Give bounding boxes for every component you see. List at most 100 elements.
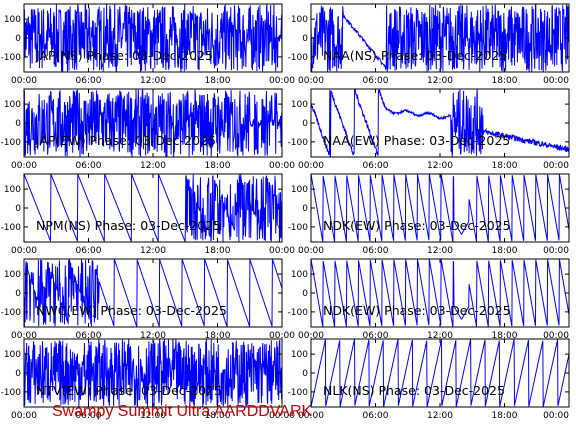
x-tick-label: 00:00 [298,331,324,341]
x-tick-label: 00:00 [543,161,569,171]
y-tick-label: 0 [15,204,21,214]
y-tick-label: -100 [1,138,22,148]
panel-title: NWC(EW) Phase: 03-Dec-2025 [36,303,227,318]
x-tick-label: 00:00 [269,411,295,421]
panel-title: JAP(EW) Phase: 03-Dec-2025 [35,133,216,148]
panel-title: NAA(EW) Phase: 03-Dec-2025 [323,133,510,148]
x-tick-label: 00:00 [543,246,569,256]
phase-panel: 100 0 -100 00:00 06:00 12:00 18:00 00:00 JAP(NS)… [1,3,295,86]
x-tick-label: 18:00 [205,331,231,341]
y-tick-label: -100 [288,138,309,148]
x-tick-label: 06:00 [363,161,389,171]
phase-panel: 100 0 -100 00:00 06:00 12:00 18:00 00:00 NLK(NS)… [288,338,570,421]
y-tick-label: -100 [288,223,309,233]
x-tick-label: 00:00 [11,76,37,86]
x-tick-label: 00:00 [298,161,324,171]
y-tick-label: 0 [15,34,21,44]
x-tick-label: 18:00 [205,161,231,171]
y-tick-label: 0 [302,204,308,214]
x-tick-label: 12:00 [140,246,166,256]
panel-title: NDK(EW) Phase: 03-Dec-2025 [323,218,511,233]
y-tick-label: -100 [1,53,22,63]
y-tick-label: -100 [288,53,309,63]
phase-series-line [311,174,569,242]
x-tick-label: 00:00 [269,246,295,256]
x-tick-label: 00:00 [269,76,295,86]
x-tick-label: 06:00 [76,76,102,86]
y-tick-label: 100 [291,15,308,25]
phase-panel: 100 0 -100 00:00 06:00 12:00 18:00 00:00 JAP(EW)… [1,88,295,171]
panel-title: NAA(NS) Phase: 03-Dec-2025 [323,48,507,63]
x-tick-label: 18:00 [205,76,231,86]
x-tick-label: 00:00 [11,331,37,341]
x-tick-label: 12:00 [140,411,166,421]
x-tick-label: 18:00 [205,411,231,421]
y-tick-label: 0 [302,119,308,129]
y-tick-label: 0 [15,289,21,299]
x-tick-label: 12:00 [140,76,166,86]
panel-title: NLK(NS) Phase: 03-Dec-2025 [323,383,505,398]
x-tick-label: 00:00 [269,331,295,341]
x-tick-label: 18:00 [492,331,518,341]
y-tick-label: 100 [291,100,308,110]
phase-panel: 100 0 -100 00:00 06:00 12:00 18:00 00:00 NDK(EW)… [288,173,570,256]
x-tick-label: 06:00 [363,411,389,421]
phase-panel: 100 0 -100 00:00 06:00 12:00 18:00 00:00 NTV(EW)… [1,338,295,421]
y-tick-label: 100 [291,185,308,195]
x-tick-label: 06:00 [363,76,389,86]
y-tick-label: 0 [302,369,308,379]
x-tick-label: 00:00 [11,161,37,171]
phase-series-line [24,339,282,407]
x-tick-label: 12:00 [140,331,166,341]
y-tick-label: -100 [1,308,22,318]
site-credit: Swampy Summit Ultra AARDDVARK [52,403,313,420]
phase-series-line [24,259,282,327]
x-tick-label: 06:00 [76,246,102,256]
y-tick-label: 0 [15,369,21,379]
phase-series-line [311,339,569,407]
x-tick-label: 12:00 [427,246,453,256]
y-tick-label: 0 [302,289,308,299]
phase-panel: 100 0 -100 00:00 06:00 12:00 18:00 00:00 NWC(EW)… [1,258,295,341]
panel-title: NPM(NS) Phase: 03-Dec-2025 [36,218,221,233]
x-tick-label: 06:00 [76,161,102,171]
phase-panel: 100 0 -100 00:00 06:00 12:00 18:00 00:00 NAA(NS)… [288,3,570,86]
phase-panel: 100 0 -100 00:00 06:00 12:00 18:00 00:00 NAA(EW)… [288,88,570,171]
phase-series-line [24,174,282,242]
x-tick-label: 00:00 [543,411,569,421]
x-tick-label: 18:00 [492,411,518,421]
x-tick-label: 06:00 [363,246,389,256]
x-tick-label: 00:00 [298,411,324,421]
x-tick-label: 12:00 [427,161,453,171]
phase-series-line [311,4,569,72]
panel-title: NDK(EW) Phase: 03-Dec-2025 [323,303,511,318]
phase-panel: 100 0 -100 00:00 06:00 12:00 18:00 00:00 NPM(NS)… [1,173,295,256]
x-tick-label: 06:00 [76,331,102,341]
x-tick-label: 00:00 [543,331,569,341]
y-tick-label: 100 [291,350,308,360]
x-tick-label: 12:00 [427,411,453,421]
x-tick-label: 18:00 [492,246,518,256]
panel-title: NTV(EW) Phase: 03-Dec-2025 [36,383,222,398]
y-tick-label: -100 [1,223,22,233]
y-tick-label: 100 [4,15,21,25]
x-tick-label: 12:00 [427,76,453,86]
y-tick-label: 100 [4,185,21,195]
x-tick-label: 00:00 [543,76,569,86]
y-tick-label: 100 [4,100,21,110]
y-tick-label: 100 [4,350,21,360]
y-tick-label: -100 [288,388,309,398]
x-tick-label: 00:00 [269,161,295,171]
panel-title: JAP(NS) Phase: 03-Dec-2025 [35,48,213,63]
x-tick-label: 18:00 [492,161,518,171]
x-tick-label: 00:00 [11,411,37,421]
x-tick-label: 18:00 [492,76,518,86]
x-tick-label: 06:00 [363,331,389,341]
phase-panel: 100 0 -100 00:00 06:00 12:00 18:00 00:00 NDK(EW)… [288,258,570,341]
phase-series-line [311,89,569,157]
x-tick-label: 06:00 [76,411,102,421]
x-tick-label: 12:00 [140,161,166,171]
y-tick-label: 0 [302,34,308,44]
x-tick-label: 18:00 [205,246,231,256]
